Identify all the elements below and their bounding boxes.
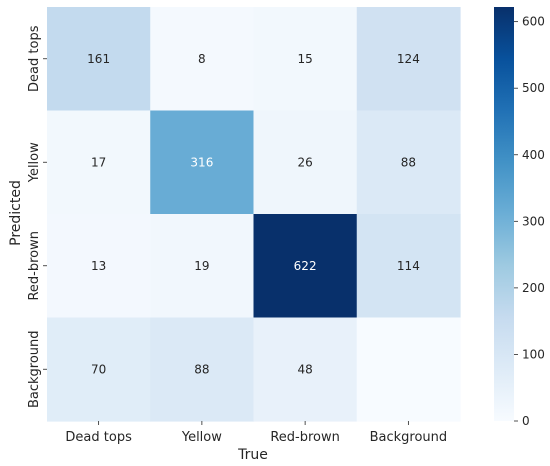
heatmap-cell: [150, 214, 255, 319]
x-tick-label: Yellow: [181, 430, 222, 445]
cell-value-label: 114: [397, 259, 420, 273]
colorbar-tick-label: 100: [522, 347, 545, 361]
cell-value-label: 622: [294, 259, 317, 273]
cell-value-label: 316: [190, 155, 213, 169]
cell-value-label: 8: [198, 52, 206, 66]
cell-value-label: 17: [91, 155, 106, 169]
colorbar-ticks: 0 100 200 300 400 500 600: [514, 15, 545, 428]
cell-value-label: 124: [397, 52, 420, 66]
heatmap-cell: [47, 214, 151, 319]
colorbar: [494, 7, 514, 421]
heatmap-cell: [47, 317, 151, 422]
y-tick-label: Dead tops: [27, 25, 42, 92]
y-tick-label: Yellow: [27, 142, 42, 183]
heatmap-cell-labels: 161 8 15 124 17 316 26 88 13 19 622 114 70 88 48: [87, 52, 420, 377]
heatmap-cell: [356, 7, 461, 112]
colorbar-tick-label: 500: [522, 81, 545, 95]
heatmap-cell: [253, 214, 358, 319]
cell-value-label: 70: [91, 362, 106, 376]
heatmap-cell: [150, 7, 255, 112]
cell-value-label: 161: [87, 52, 110, 66]
colorbar-tick-label: 400: [522, 148, 545, 162]
y-tick-label: Red-brown: [27, 231, 42, 301]
x-tick-label: Red-brown: [270, 430, 340, 445]
colorbar-tick-label: 600: [522, 15, 545, 29]
x-axis-label: True: [237, 447, 268, 463]
x-tick-label: Dead tops: [65, 430, 132, 445]
heatmap-cell: [253, 110, 358, 215]
heatmap-cell: [356, 110, 461, 215]
colorbar-tick-label: 300: [522, 214, 545, 228]
heatmap-cell: [356, 317, 461, 422]
colorbar-tick-label: 200: [522, 281, 545, 295]
heatmap-cell: [47, 110, 151, 215]
cell-value-label: 19: [194, 259, 209, 273]
heatmap-cells: [47, 7, 461, 422]
heatmap-cell: [253, 7, 358, 112]
y-axis-ticks: Dead tops Yellow Red-brown Background: [27, 25, 47, 408]
x-axis-ticks: Dead tops Yellow Red-brown Background: [65, 421, 447, 445]
cell-value-label: 26: [297, 155, 312, 169]
cell-value-label: 88: [401, 155, 416, 169]
cell-value-label: 88: [194, 362, 209, 376]
heatmap-cell: [253, 317, 358, 422]
cell-value-label: 13: [91, 259, 106, 273]
heatmap-cell: [356, 214, 461, 319]
colorbar-tick-label: 0: [522, 414, 530, 428]
y-axis-label: Predicted: [8, 180, 24, 246]
cell-value-label: 15: [297, 52, 312, 66]
heatmap-cell: [150, 317, 255, 422]
x-tick-label: Background: [370, 430, 448, 445]
heatmap-cell: [47, 7, 151, 112]
cell-value-label: 48: [297, 362, 312, 376]
heatmap-cell: [150, 110, 255, 215]
y-tick-label: Background: [27, 330, 42, 408]
